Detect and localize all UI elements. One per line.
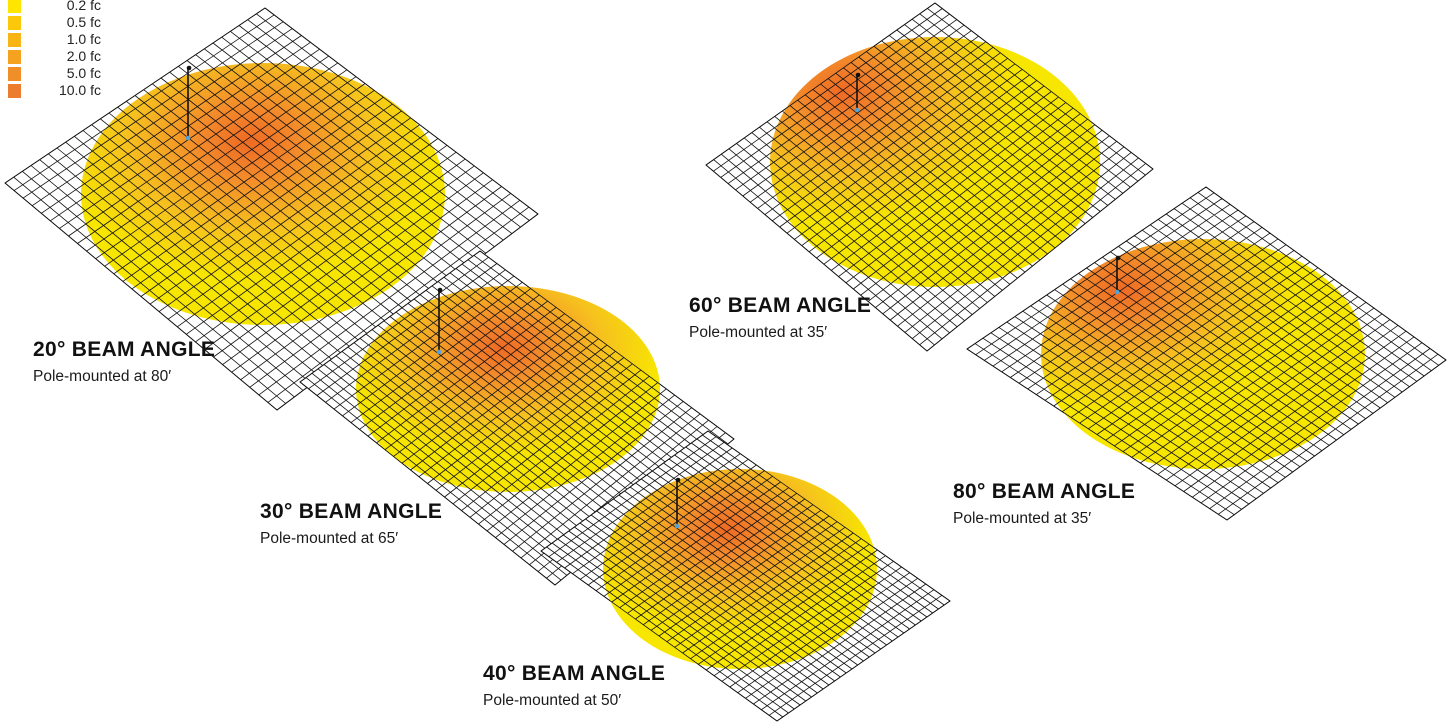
legend-swatch-3 (8, 49, 21, 64)
luminaire-40 (675, 477, 681, 483)
pole-base-80 (1114, 289, 1120, 295)
legend-swatch-5 (8, 83, 21, 98)
panel-80-graphic (966, 186, 1447, 521)
legend-item-2: 1.0 fc (8, 31, 101, 48)
caption-20: 20° BEAM ANGLE Pole-mounted at 80′ (33, 337, 215, 387)
panel-title-30: 30° BEAM ANGLE (260, 500, 443, 523)
panel-subtitle-20: Pole-mounted at 80′ (33, 368, 172, 385)
pole-base-30 (436, 349, 442, 355)
illumination-pool-80 (1041, 239, 1365, 469)
panel-title-40: 40° BEAM ANGLE (483, 662, 666, 685)
legend-item-4: 5.0 fc (8, 65, 101, 82)
caption-30: 30° BEAM ANGLE Pole-mounted at 65′ (260, 499, 442, 549)
illumination-pool-60 (770, 37, 1100, 287)
caption-80: 80° BEAM ANGLE Pole-mounted at 35′ (953, 479, 1135, 529)
luminaire-30 (437, 287, 443, 293)
legend-swatch-1 (8, 15, 21, 30)
pole-base-40 (674, 523, 680, 529)
luminaire-20 (186, 65, 192, 71)
legend-item-3: 2.0 fc (8, 48, 101, 65)
legend-item-1: 0.5 fc (8, 14, 101, 31)
pole-base-60 (854, 107, 860, 113)
legend-label-5: 10.0 fc (58, 82, 101, 98)
panel-subtitle-30: Pole-mounted at 65′ (260, 530, 399, 547)
legend-item-5: 10.0 fc (8, 82, 101, 99)
grid-lines-80 (966, 186, 1447, 521)
caption-60: 60° BEAM ANGLE Pole-mounted at 35′ (689, 293, 871, 343)
legend-swatch-0 (8, 0, 21, 13)
legend-item-0: 0.2 fc (8, 0, 101, 14)
illuminance-legend: 0.2 fc 0.5 fc 1.0 fc 2.0 fc 5.0 fc 10.0 … (8, 0, 101, 99)
legend-label-2: 1.0 fc (66, 31, 101, 47)
pole-base-20 (185, 135, 191, 141)
panel-subtitle-80: Pole-mounted at 35′ (953, 510, 1092, 527)
legend-label-3: 2.0 fc (66, 48, 101, 64)
grid-lines-60 (705, 2, 1154, 352)
illumination-pool-20 (81, 63, 445, 325)
grid-lines-40 (540, 430, 951, 722)
legend-swatch-4 (8, 66, 21, 81)
legend-label-4: 5.0 fc (66, 65, 101, 81)
luminaire-80 (1115, 255, 1121, 261)
panel-subtitle-40: Pole-mounted at 50′ (483, 692, 622, 709)
panel-title-60: 60° BEAM ANGLE (689, 294, 872, 317)
panel-title-80: 80° BEAM ANGLE (953, 480, 1136, 503)
panel-subtitle-60: Pole-mounted at 35′ (689, 324, 828, 341)
legend-label-1: 0.5 fc (66, 14, 101, 30)
grid-lines-30 (299, 250, 735, 586)
legend-label-0: 0.2 fc (66, 0, 101, 13)
luminaire-60 (855, 72, 861, 78)
legend-swatch-2 (8, 32, 21, 47)
panel-title-20: 20° BEAM ANGLE (33, 338, 216, 361)
panel-40-graphic (540, 430, 951, 722)
caption-40: 40° BEAM ANGLE Pole-mounted at 50′ (483, 661, 665, 711)
panel-60-graphic (705, 2, 1154, 352)
